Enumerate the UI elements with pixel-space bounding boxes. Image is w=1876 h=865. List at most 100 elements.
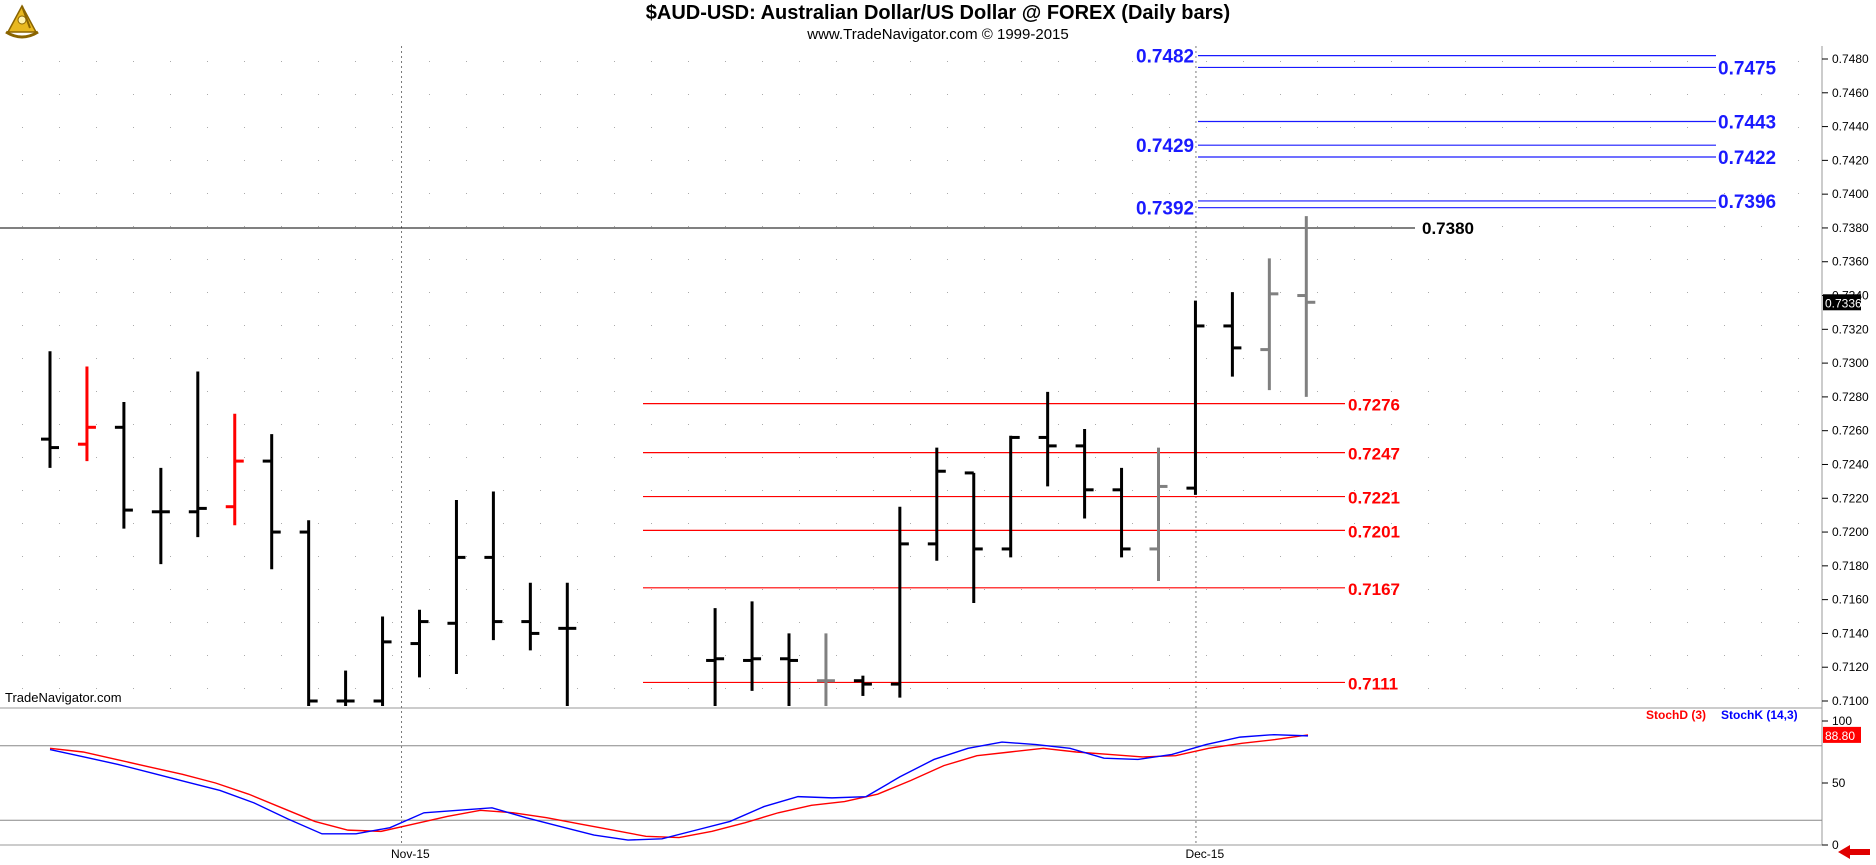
grid-dot <box>1761 61 1762 62</box>
blue-level-label: 0.7475 <box>1718 58 1777 79</box>
grid-dot <box>1428 688 1429 689</box>
grid-dot <box>207 490 208 491</box>
grid-dot <box>429 556 430 557</box>
grid-dot <box>466 259 467 260</box>
grid-dot <box>614 523 615 524</box>
grid-dot <box>836 193 837 194</box>
grid-dot <box>1317 259 1318 260</box>
grid-dot <box>1724 523 1725 524</box>
grid-dot <box>1280 424 1281 425</box>
grid-dot <box>947 655 948 656</box>
grid-dot <box>1650 259 1651 260</box>
scroll-left-arrow[interactable] <box>1836 844 1872 860</box>
grid-dot <box>207 523 208 524</box>
grid-dot <box>1798 193 1799 194</box>
grid-dot <box>1095 325 1096 326</box>
grid-dot <box>688 688 689 689</box>
grid-dot <box>1502 556 1503 557</box>
grid-dot <box>392 688 393 689</box>
grid-dot <box>1761 490 1762 491</box>
grid-dot <box>1058 490 1059 491</box>
grid-dot <box>984 160 985 161</box>
grid-dot <box>984 127 985 128</box>
grid-dot <box>59 457 60 458</box>
grid-dot <box>503 556 504 557</box>
grid-dot <box>1021 94 1022 95</box>
grid-dot <box>318 424 319 425</box>
grid-dot <box>170 193 171 194</box>
grid-dot <box>540 325 541 326</box>
grid-dot <box>1650 622 1651 623</box>
grid-dot <box>1465 589 1466 590</box>
grid-dot <box>392 589 393 590</box>
grid-dot <box>1465 292 1466 293</box>
grid-dot <box>355 160 356 161</box>
grid-dot <box>1169 589 1170 590</box>
grid-dot <box>1428 523 1429 524</box>
grid-dot <box>614 391 615 392</box>
grid-dot <box>1058 655 1059 656</box>
grid-dot <box>1317 523 1318 524</box>
grid-dot <box>688 358 689 359</box>
grid-dot <box>947 325 948 326</box>
grid-dot <box>873 259 874 260</box>
stoch-value-label: 88.80 <box>1825 729 1855 743</box>
grid-dot <box>392 358 393 359</box>
grid-dot <box>1465 193 1466 194</box>
grid-dot <box>910 391 911 392</box>
grid-dot <box>1391 94 1392 95</box>
grid-dot <box>725 259 726 260</box>
grid-dot <box>170 523 171 524</box>
grid-dot <box>281 193 282 194</box>
grid-dot <box>1539 94 1540 95</box>
grid-dot <box>688 193 689 194</box>
grid-dot <box>1095 160 1096 161</box>
grid-dot <box>207 292 208 293</box>
grid-dot <box>466 688 467 689</box>
grid-dot <box>1761 358 1762 359</box>
grid-dot <box>873 358 874 359</box>
grid-dot <box>873 226 874 227</box>
grid-dot <box>318 556 319 557</box>
grid-dot <box>503 160 504 161</box>
grid-dot <box>1280 556 1281 557</box>
grid-dot <box>1132 94 1133 95</box>
grid-dot <box>1095 193 1096 194</box>
grid-dot <box>1724 160 1725 161</box>
grid-dot <box>1650 358 1651 359</box>
grid-dot <box>22 226 23 227</box>
grid-dot <box>799 589 800 590</box>
grid-dot <box>1280 523 1281 524</box>
grid-dot <box>1095 358 1096 359</box>
grid-dot <box>392 490 393 491</box>
grid-dot <box>244 358 245 359</box>
grid-dot <box>1724 424 1725 425</box>
grid-dot <box>1317 457 1318 458</box>
grid-dot <box>799 226 800 227</box>
stoch-value-box <box>1823 726 1861 743</box>
grid-dot <box>1428 259 1429 260</box>
grid-dot <box>244 556 245 557</box>
grid-dot <box>22 160 23 161</box>
grid-dot <box>429 61 430 62</box>
grid-dot <box>22 193 23 194</box>
grid-dot <box>244 94 245 95</box>
grid-dot <box>540 490 541 491</box>
grid-dot <box>614 655 615 656</box>
red-level-label: 0.7247 <box>1348 445 1400 464</box>
grid-dot <box>762 424 763 425</box>
grid-dot <box>1724 127 1725 128</box>
grid-dot <box>651 226 652 227</box>
grid-dot <box>355 457 356 458</box>
grid-dot <box>799 688 800 689</box>
grid-dot <box>577 160 578 161</box>
grid-dot <box>614 358 615 359</box>
grid-dot <box>392 259 393 260</box>
grid-dot <box>1687 622 1688 623</box>
grid-dot <box>1169 688 1170 689</box>
grid-dot <box>355 292 356 293</box>
grid-dot <box>1391 259 1392 260</box>
grid-dot <box>355 61 356 62</box>
grid-dot <box>1502 193 1503 194</box>
grid-dot <box>1169 226 1170 227</box>
